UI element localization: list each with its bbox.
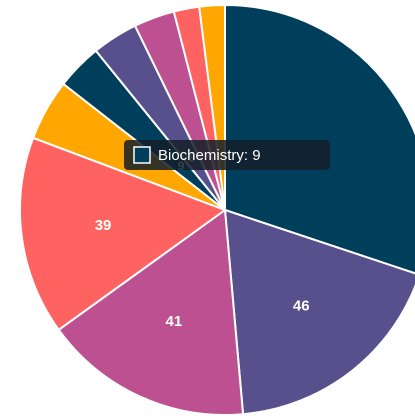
data-label: 46 xyxy=(293,297,310,314)
pie-slice xyxy=(19,136,228,332)
tooltip-box xyxy=(124,140,330,170)
pie-slice xyxy=(224,3,415,275)
tooltip-swatch xyxy=(133,146,151,164)
tooltip-text: Biochemistry: 9 xyxy=(158,147,261,164)
data-label: 41 xyxy=(165,313,182,330)
pie-slice xyxy=(57,208,245,416)
data-label: 39 xyxy=(95,217,112,234)
pie-slice xyxy=(223,208,415,416)
